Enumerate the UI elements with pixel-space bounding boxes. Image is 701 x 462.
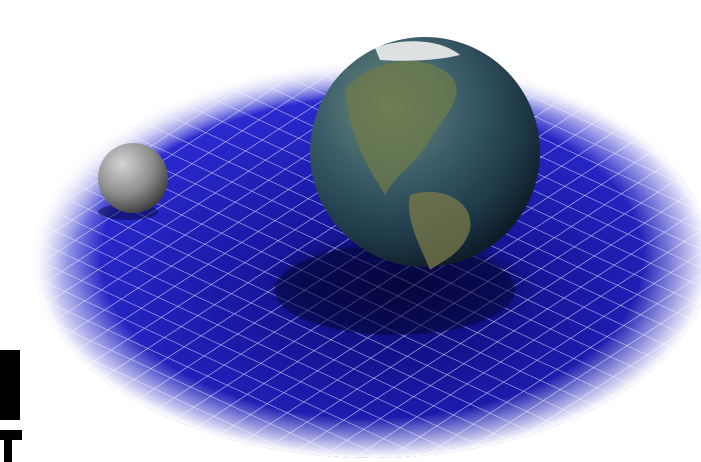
moon [98,143,168,213]
cropped-glyph [0,350,20,420]
earth [310,37,540,270]
cropped-glyph [0,430,22,462]
